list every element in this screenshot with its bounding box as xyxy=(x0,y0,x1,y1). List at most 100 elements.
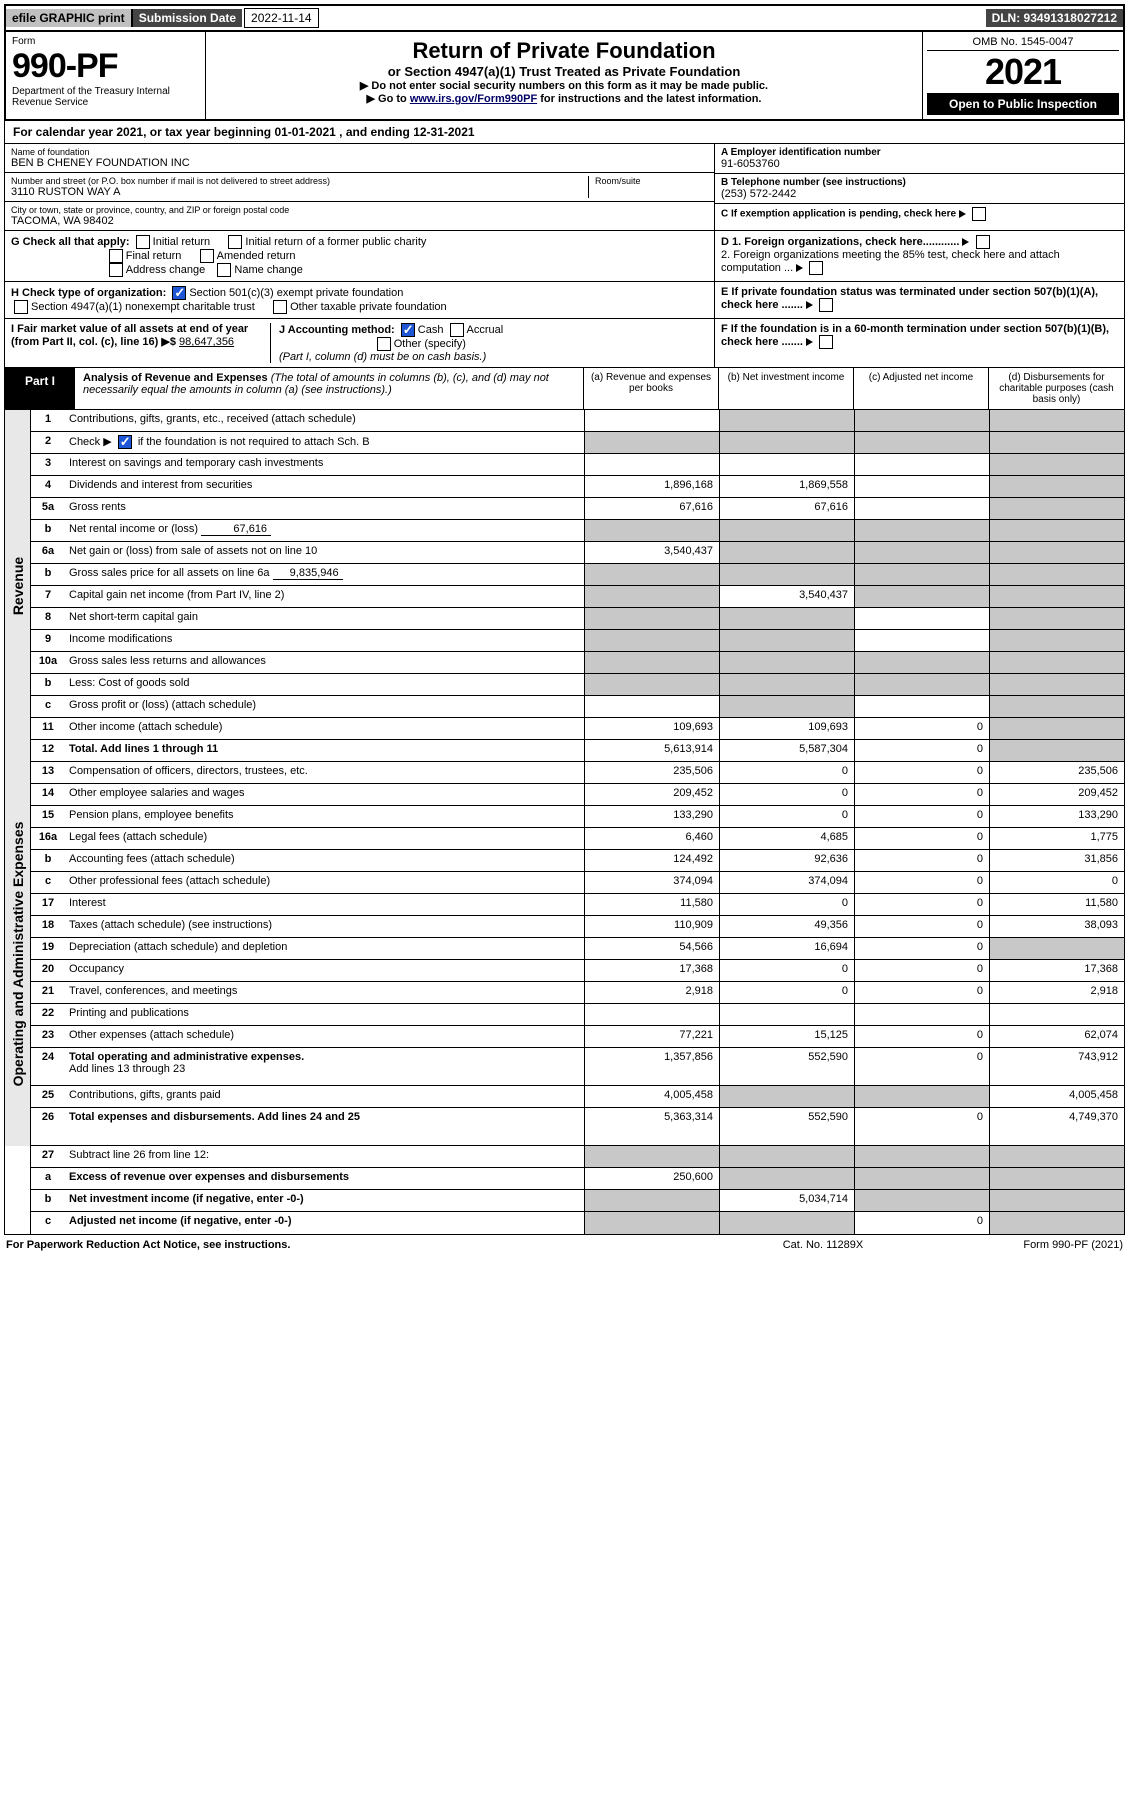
row-12: 12Total. Add lines 1 through 115,613,914… xyxy=(31,740,1124,762)
phone-value: (253) 572-2442 xyxy=(721,188,1118,200)
row-7: 7Capital gain net income (from Part IV, … xyxy=(31,586,1124,608)
row-10b: bLess: Cost of goods sold xyxy=(31,674,1124,696)
form-word: Form xyxy=(12,36,199,47)
row-18: 18Taxes (attach schedule) (see instructi… xyxy=(31,916,1124,938)
row-23: 23Other expenses (attach schedule)77,221… xyxy=(31,1026,1124,1048)
exemption-checkbox[interactable] xyxy=(972,207,986,221)
g-initial-public-checkbox[interactable] xyxy=(228,235,242,249)
arrow-icon xyxy=(962,238,969,246)
h-o3: Other taxable private foundation xyxy=(290,301,447,313)
efile-print-button[interactable]: efile GRAPHIC print xyxy=(6,9,133,27)
row-10c: cGross profit or (loss) (attach schedule… xyxy=(31,696,1124,718)
row-21: 21Travel, conferences, and meetings2,918… xyxy=(31,982,1124,1004)
e-checkbox[interactable] xyxy=(819,298,833,312)
f-checkbox[interactable] xyxy=(819,335,833,349)
note2-post: for instructions and the latest informat… xyxy=(537,93,761,105)
name-label: Name of foundation xyxy=(11,147,708,157)
room-label: Room/suite xyxy=(595,176,708,186)
row-10a: 10aGross sales less returns and allowanc… xyxy=(31,652,1124,674)
part1-label: Part I xyxy=(5,368,75,409)
j-other: Other (specify) xyxy=(394,338,466,350)
foundation-name: BEN B CHENEY FOUNDATION INC xyxy=(11,157,708,169)
g-o4: Amended return xyxy=(217,250,296,262)
row-27: 27Subtract line 26 from line 12: xyxy=(31,1146,1124,1168)
row-27a: aExcess of revenue over expenses and dis… xyxy=(31,1168,1124,1190)
open-to-public: Open to Public Inspection xyxy=(927,93,1119,115)
col-d-header: (d) Disbursements for charitable purpose… xyxy=(989,368,1124,409)
row-5b: bNet rental income or (loss) 67,616 xyxy=(31,520,1124,542)
calyear-end: 12-31-2021 xyxy=(413,125,474,139)
department-label: Department of the Treasury Internal Reve… xyxy=(12,86,199,108)
h-o2: Section 4947(a)(1) nonexempt charitable … xyxy=(31,301,255,313)
d1-checkbox[interactable] xyxy=(976,235,990,249)
j-accrual-checkbox[interactable] xyxy=(450,323,464,337)
h-other-checkbox[interactable] xyxy=(273,300,287,314)
row-26: 26Total expenses and disbursements. Add … xyxy=(31,1108,1124,1146)
row-11: 11Other income (attach schedule)109,6931… xyxy=(31,718,1124,740)
row-17: 17Interest11,5800011,580 xyxy=(31,894,1124,916)
form-header: Form 990-PF Department of the Treasury I… xyxy=(4,32,1125,121)
g-o1: Initial return xyxy=(153,236,210,248)
i-value: 98,647,356 xyxy=(179,336,234,348)
g-o6: Name change xyxy=(234,264,303,276)
cat-no: Cat. No. 11289X xyxy=(723,1239,923,1251)
row-25: 25Contributions, gifts, grants paid4,005… xyxy=(31,1086,1124,1108)
expenses-table: Operating and Administrative Expenses 13… xyxy=(4,762,1125,1146)
top-bar: efile GRAPHIC print Submission Date 2022… xyxy=(4,4,1125,32)
h-4947-checkbox[interactable] xyxy=(14,300,28,314)
d2-checkbox[interactable] xyxy=(809,261,823,275)
omb-number: OMB No. 1545-0047 xyxy=(927,36,1119,51)
g-o3: Final return xyxy=(126,250,182,262)
form-note-2: ▶ Go to www.irs.gov/Form990PF for instru… xyxy=(212,92,916,105)
schb-checkbox[interactable] xyxy=(118,435,132,449)
arrow-icon xyxy=(959,210,966,218)
col-c-header: (c) Adjusted net income xyxy=(854,368,989,409)
part1-title: Analysis of Revenue and Expenses xyxy=(83,372,268,384)
row-6b: bGross sales price for all assets on lin… xyxy=(31,564,1124,586)
row-22: 22Printing and publications xyxy=(31,1004,1124,1026)
g-name-change-checkbox[interactable] xyxy=(217,263,231,277)
row-16b: bAccounting fees (attach schedule)124,49… xyxy=(31,850,1124,872)
h-label: H Check type of organization: xyxy=(11,287,166,299)
j-cash-checkbox[interactable] xyxy=(401,323,415,337)
form-subtitle: or Section 4947(a)(1) Trust Treated as P… xyxy=(212,64,916,79)
form-title: Return of Private Foundation xyxy=(212,38,916,64)
section-g-d: G Check all that apply: Initial return I… xyxy=(4,231,1125,282)
g-o2: Initial return of a former public charit… xyxy=(245,236,426,248)
h-o1: Section 501(c)(3) exempt private foundat… xyxy=(189,287,403,299)
e-label: E If private foundation status was termi… xyxy=(721,286,1098,311)
arrow-icon xyxy=(796,264,803,272)
g-final-return-checkbox[interactable] xyxy=(109,249,123,263)
h-501c3-checkbox[interactable] xyxy=(172,286,186,300)
g-amended-checkbox[interactable] xyxy=(200,249,214,263)
revenue-table: Revenue 1Contributions, gifts, grants, e… xyxy=(4,410,1125,762)
g-label: G Check all that apply: xyxy=(11,236,130,248)
j-other-checkbox[interactable] xyxy=(377,337,391,351)
submission-date-value: 2022-11-14 xyxy=(244,8,319,28)
city-label: City or town, state or province, country… xyxy=(11,205,708,215)
row-5a: 5aGross rents67,61667,616 xyxy=(31,498,1124,520)
g-initial-return-checkbox[interactable] xyxy=(136,235,150,249)
arrow-icon xyxy=(806,301,813,309)
row-6a: 6aNet gain or (loss) from sale of assets… xyxy=(31,542,1124,564)
g-o5: Address change xyxy=(126,264,206,276)
tax-year: 2021 xyxy=(927,51,1119,93)
row-1: 1Contributions, gifts, grants, etc., rec… xyxy=(31,410,1124,432)
calyear-mid: , and ending xyxy=(336,125,413,139)
city-state-zip: TACOMA, WA 98402 xyxy=(11,215,708,227)
form-note-1: ▶ Do not enter social security numbers o… xyxy=(212,79,916,92)
j-accrual: Accrual xyxy=(467,324,504,336)
g-address-change-checkbox[interactable] xyxy=(109,263,123,277)
row-16a: 16aLegal fees (attach schedule)6,4604,68… xyxy=(31,828,1124,850)
d2-label: 2. Foreign organizations meeting the 85%… xyxy=(721,249,1060,274)
page-footer: For Paperwork Reduction Act Notice, see … xyxy=(4,1235,1125,1255)
revenue-side-label: Revenue xyxy=(5,410,31,762)
calyear-begin: 01-01-2021 xyxy=(274,125,335,139)
arrow-icon xyxy=(806,338,813,346)
col-a-header: (a) Revenue and expenses per books xyxy=(584,368,719,409)
row-3: 3Interest on savings and temporary cash … xyxy=(31,454,1124,476)
ein-value: 91-6053760 xyxy=(721,158,1118,170)
d1-label: D 1. Foreign organizations, check here..… xyxy=(721,236,959,248)
irs-link[interactable]: www.irs.gov/Form990PF xyxy=(410,93,537,105)
submission-date-label: Submission Date xyxy=(133,9,242,27)
